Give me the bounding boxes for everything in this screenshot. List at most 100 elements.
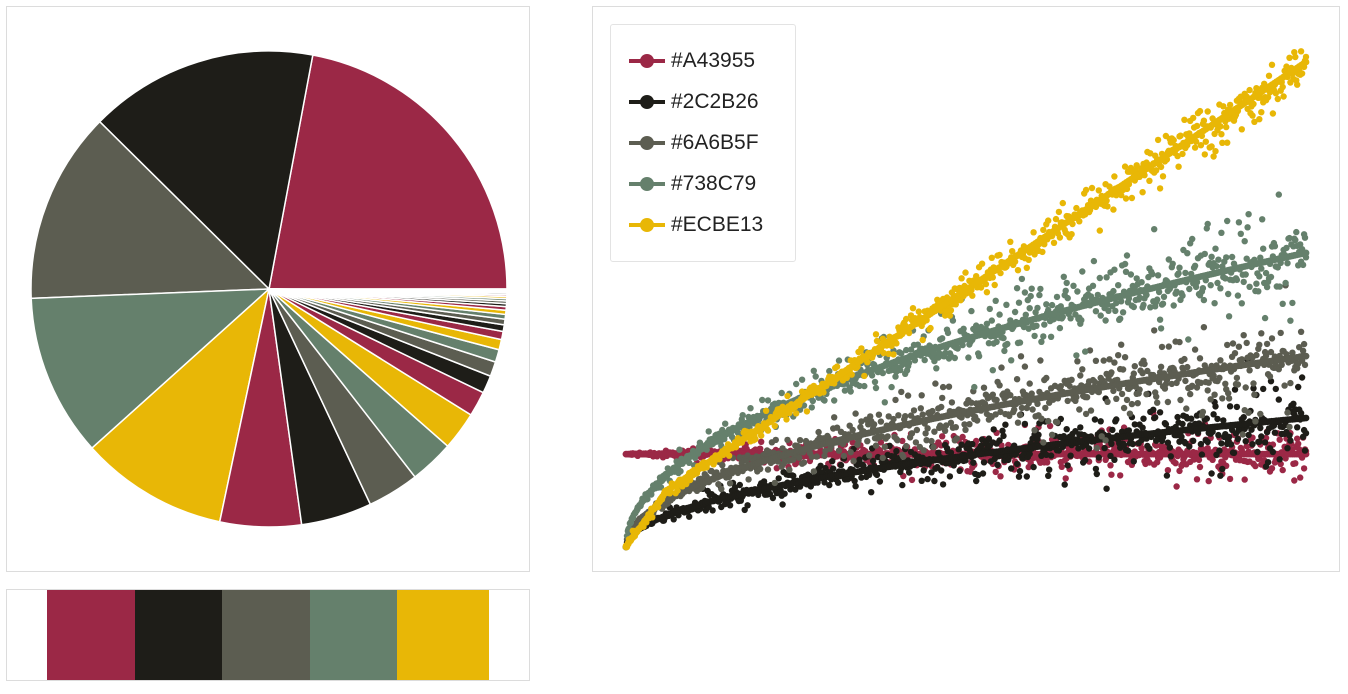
scatter-point [1301, 361, 1309, 369]
scatter-point [1164, 398, 1172, 406]
scatter-point [1245, 211, 1252, 218]
scatter-point [1204, 387, 1211, 394]
scatter-point [875, 411, 883, 418]
scatter-point [1295, 440, 1302, 447]
scatter-point [1251, 118, 1258, 126]
scatter-point [918, 392, 925, 399]
scatter-point [1096, 274, 1103, 282]
scatter-point [1121, 260, 1129, 268]
scatter-point [781, 490, 788, 497]
scatter-point [1286, 432, 1293, 439]
scatter-point [877, 418, 885, 425]
scatter-point [1271, 429, 1279, 436]
scatter-point [851, 477, 858, 485]
scatter-point [773, 465, 780, 472]
scatter-point [931, 428, 938, 435]
scatter-point [1249, 441, 1256, 448]
scatter-point [1201, 250, 1208, 258]
scatter-point [1045, 217, 1052, 224]
scatter-point [1173, 288, 1180, 295]
scatter-point [1265, 72, 1273, 80]
scatter-point [1297, 474, 1304, 481]
scatter-point [1040, 226, 1047, 234]
scatter-point [1159, 300, 1167, 307]
scatter-point [826, 481, 833, 489]
scatter-point [1260, 245, 1267, 252]
scatter-point [1216, 374, 1223, 381]
scatter-point [1101, 444, 1108, 452]
scatter-point [764, 397, 772, 404]
scatter-point [1064, 462, 1071, 469]
scatter-point [1172, 460, 1179, 467]
scatter-point [1204, 108, 1211, 115]
scatter-point [1103, 485, 1110, 492]
scatter-point [1246, 86, 1253, 94]
scatter-point [939, 394, 946, 402]
scatter-point [1030, 229, 1037, 236]
scatter-point [869, 457, 877, 465]
scatter-point [1011, 406, 1018, 413]
scatter-point [1225, 313, 1233, 320]
scatter-point [898, 350, 905, 357]
scatter-point [1063, 279, 1070, 287]
scatter-point [1279, 300, 1286, 307]
scatter-point [847, 449, 854, 456]
scatter-point [971, 383, 978, 391]
scatter-point [1068, 376, 1075, 383]
scatter-point [1203, 415, 1210, 422]
scatter-point [1074, 288, 1081, 295]
scatter-point [1009, 248, 1016, 255]
scatter-point [1275, 191, 1282, 198]
scatter-point [1276, 436, 1283, 443]
scatter-point [805, 492, 813, 500]
scatter-point [1140, 415, 1147, 422]
scatter-point [1036, 291, 1043, 299]
scatter-point [1292, 236, 1299, 244]
scatter-point [1028, 285, 1035, 292]
scatter-point [1258, 109, 1265, 116]
scatter-point [998, 442, 1005, 449]
scatter-point [1015, 473, 1023, 480]
scatter-point [1000, 432, 1007, 440]
scatter-point [909, 305, 917, 312]
scatter-point [1077, 424, 1084, 431]
scatter-point [992, 411, 999, 418]
scatter-point [1111, 456, 1118, 463]
scatter-point [1253, 351, 1260, 359]
scatter-point [1016, 411, 1024, 419]
scatter-point [826, 367, 833, 375]
scatter-point [833, 424, 841, 431]
scatter-point [1256, 116, 1263, 123]
scatter-point [843, 374, 850, 382]
scatter-point [1052, 215, 1060, 223]
scatter-point [1154, 399, 1161, 406]
scatter-point [1100, 357, 1107, 364]
scatter-point [1191, 346, 1199, 353]
scatter-point [1064, 397, 1071, 405]
scatter-point [1262, 269, 1270, 277]
scatter-point [1254, 448, 1261, 456]
scatter-point [1061, 481, 1068, 488]
scatter-point [1098, 433, 1105, 440]
scatter-point [856, 382, 863, 390]
scatter-point [1067, 452, 1074, 459]
scatter-point [1218, 440, 1225, 447]
scatter-point [850, 457, 857, 465]
scatter-point [1267, 273, 1275, 281]
scatter-point [1040, 333, 1047, 340]
scatter-point [1197, 142, 1205, 149]
color-swatch [222, 590, 310, 680]
scatter-point [1217, 472, 1224, 479]
scatter-point [847, 388, 854, 395]
scatter-point [1284, 409, 1291, 416]
scatter-point [991, 281, 998, 289]
scatter-point [1292, 460, 1299, 467]
scatter-point [1013, 285, 1021, 292]
scatter-point [1057, 303, 1064, 310]
scatter-point [1176, 338, 1183, 346]
scatter-point [977, 442, 985, 449]
scatter-point [997, 408, 1004, 416]
scatter-point [1008, 465, 1015, 472]
scatter-point [1175, 270, 1182, 277]
scatter-point [1165, 256, 1172, 263]
